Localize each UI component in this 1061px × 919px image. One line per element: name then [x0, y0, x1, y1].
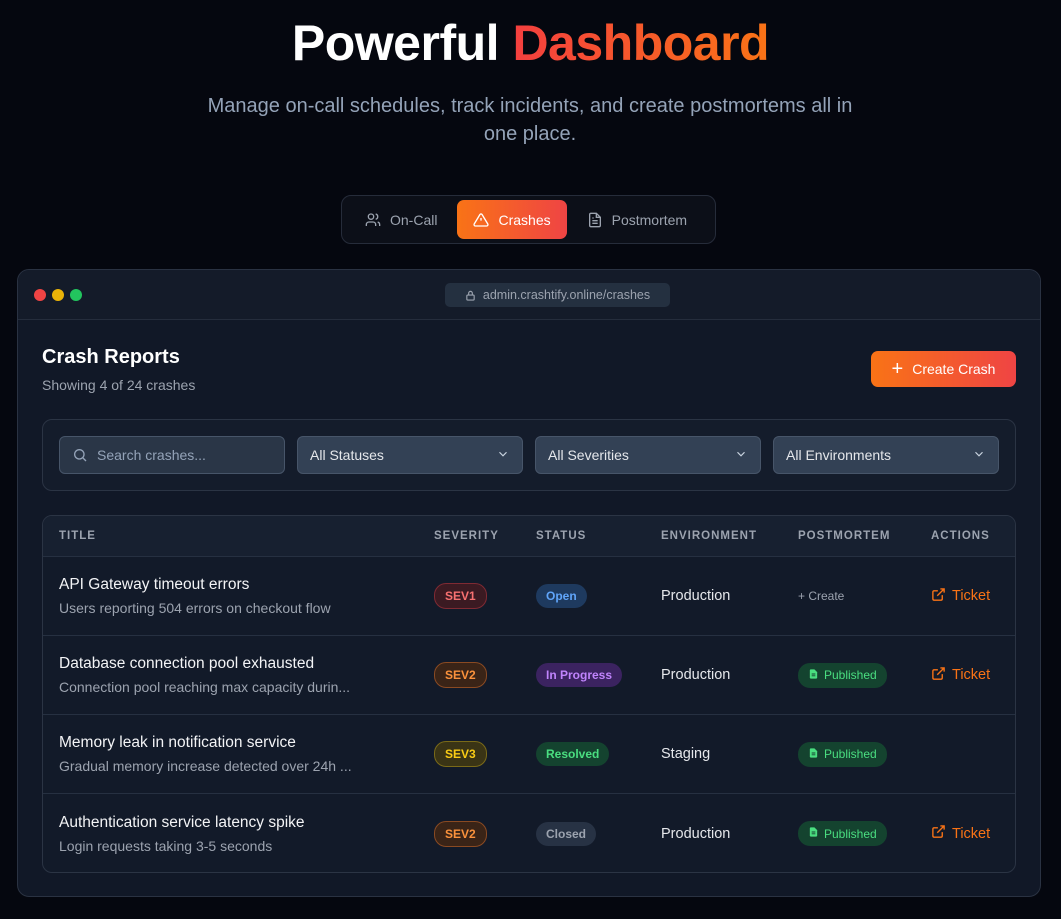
lock-icon — [466, 290, 475, 301]
crash-title[interactable]: Database connection pool exhausted — [59, 655, 315, 672]
filter-bar: Search crashes... All Statuses All Sever… — [42, 419, 1016, 491]
document-icon — [808, 668, 819, 683]
environment-select[interactable]: All Environments — [773, 436, 999, 474]
environment-cell: Production — [661, 588, 731, 604]
postmortem-label: Published — [824, 826, 877, 841]
window-titlebar: admin.crashtify.online/crashes — [18, 270, 1040, 320]
browser-window: admin.crashtify.online/crashes Crash Rep… — [17, 269, 1041, 897]
ticket-label: Ticket — [952, 825, 991, 842]
table-row[interactable]: API Gateway timeout errors Users reportin… — [43, 557, 1015, 636]
severity-select[interactable]: All Severities — [535, 436, 761, 474]
create-crash-label: Create Crash — [912, 361, 996, 377]
plus-icon: + — [891, 358, 904, 380]
results-count: Showing 4 of 24 crashes — [42, 377, 196, 393]
severity-badge: SEV2 — [434, 662, 487, 688]
ticket-label: Ticket — [952, 667, 991, 683]
page-title: Crash Reports — [42, 346, 180, 368]
header-environment: ENVIRONMENT — [661, 530, 757, 542]
document-icon — [808, 747, 819, 762]
table-header: TITLE SEVERITY STATUS ENVIRONMENT POSTMO… — [43, 516, 1015, 557]
tab-label: Crashes — [498, 211, 551, 228]
status-select-value: All Statuses — [310, 447, 384, 463]
crash-title[interactable]: Memory leak in notification service — [59, 734, 296, 751]
severity-badge: SEV3 — [434, 741, 487, 767]
postmortem-published-badge[interactable]: Published — [798, 741, 887, 767]
document-icon — [588, 212, 601, 227]
status-badge: In Progress — [536, 663, 623, 687]
search-icon — [74, 449, 87, 462]
crash-description: Login requests taking 3-5 seconds — [59, 837, 273, 854]
crash-title[interactable]: Authentication service latency spike — [59, 813, 305, 831]
search-placeholder: Search crashes... — [97, 447, 206, 463]
url-text: admin.crashtify.online/crashes — [482, 288, 651, 302]
document-icon — [808, 826, 819, 841]
create-crash-button[interactable]: + Create Crash — [871, 351, 1016, 387]
status-select[interactable]: All Statuses — [297, 436, 523, 474]
environment-cell: Staging — [661, 746, 711, 762]
external-link-icon — [931, 587, 946, 606]
status-badge: Open — [536, 584, 587, 608]
header-postmortem: POSTMORTEM — [798, 530, 891, 542]
ticket-label: Ticket — [952, 588, 991, 604]
maximize-dot[interactable] — [70, 289, 82, 301]
tab-postmortem[interactable]: Postmortem — [571, 200, 703, 239]
table-row[interactable]: Authentication service latency spike Logi… — [43, 794, 1015, 872]
chevron-down-icon — [972, 447, 986, 464]
postmortem-published-badge[interactable]: Published — [798, 662, 887, 688]
chevron-down-icon — [496, 447, 510, 464]
chevron-down-icon — [734, 447, 748, 464]
crash-description: Connection pool reaching max capacity du… — [59, 679, 351, 695]
tab-label: Postmortem — [611, 211, 688, 228]
environment-cell: Production — [661, 667, 731, 683]
status-badge: Resolved — [536, 742, 610, 766]
ticket-link[interactable]: Ticket — [931, 824, 990, 843]
url-bar[interactable]: admin.crashtify.online/crashes — [445, 283, 670, 307]
tab-crashes[interactable]: Crashes — [457, 200, 567, 239]
warning-icon — [473, 212, 490, 227]
hero-title-plain: Powerful — [291, 15, 500, 71]
postmortem-label: Published — [824, 668, 877, 682]
ticket-link[interactable]: Ticket — [931, 587, 990, 606]
table-row[interactable]: Memory leak in notification service Gradu… — [43, 715, 1015, 794]
hero-subtitle: Manage on-call schedules, track incident… — [207, 95, 853, 145]
create-postmortem-link[interactable]: + Create — [798, 589, 845, 603]
header-status: STATUS — [536, 530, 587, 542]
postmortem-published-badge[interactable]: Published — [798, 821, 887, 846]
external-link-icon — [931, 666, 946, 685]
hero-title: Powerful Dashboard — [0, 14, 1061, 72]
status-badge: Closed — [536, 821, 597, 846]
tab-label: On-Call — [390, 211, 438, 228]
crash-description: Gradual memory increase detected over 24… — [59, 758, 352, 774]
table-row[interactable]: Database connection pool exhausted Connec… — [43, 636, 1015, 715]
severity-select-value: All Severities — [548, 447, 629, 463]
header-actions: ACTIONS — [931, 530, 990, 542]
severity-badge: SEV2 — [434, 820, 487, 847]
close-dot[interactable] — [34, 289, 46, 301]
header-severity: SEVERITY — [434, 530, 499, 542]
severity-badge: SEV1 — [434, 583, 487, 609]
crash-description: Users reporting 504 errors on checkout f… — [59, 600, 331, 616]
environment-select-value: All Environments — [786, 447, 892, 463]
hero-title-accent: Dashboard — [512, 15, 770, 71]
header-title: TITLE — [59, 530, 96, 542]
crash-title[interactable]: API Gateway timeout errors — [59, 576, 250, 593]
ticket-link[interactable]: Ticket — [931, 666, 990, 685]
crash-table: TITLE SEVERITY STATUS ENVIRONMENT POSTMO… — [42, 515, 1016, 873]
environment-cell: Production — [661, 825, 731, 842]
postmortem-label: Published — [824, 747, 877, 761]
users-icon — [365, 212, 381, 226]
tab-on-call[interactable]: On-Call — [349, 200, 453, 239]
external-link-icon — [931, 824, 946, 843]
tab-bar: On-Call Crashes Postmortem — [341, 195, 716, 244]
minimize-dot[interactable] — [52, 289, 64, 301]
search-input[interactable]: Search crashes... — [59, 436, 285, 474]
